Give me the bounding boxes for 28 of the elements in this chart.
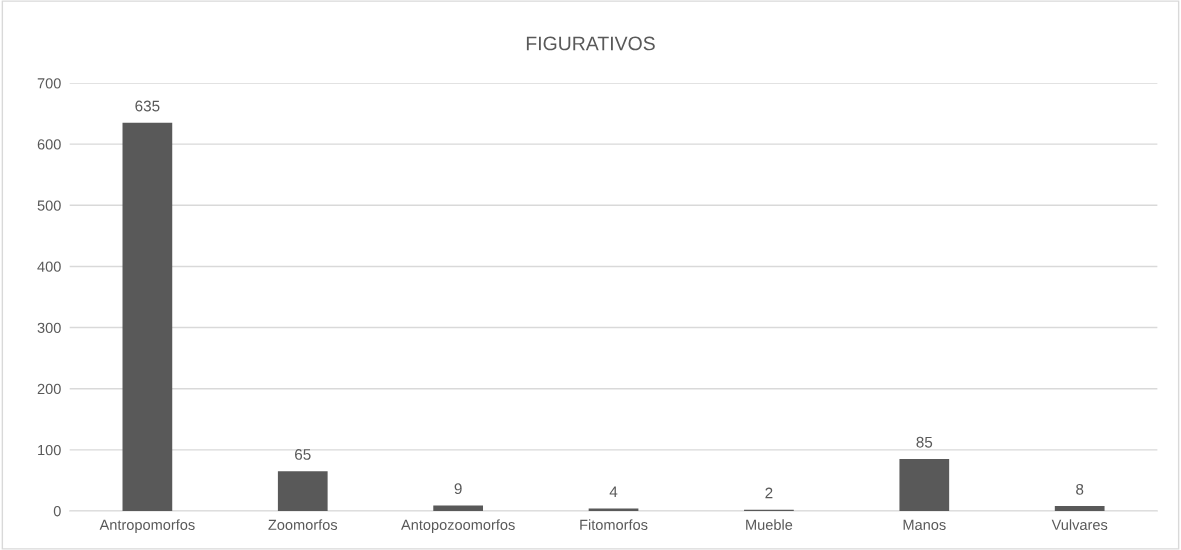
- data-label: 8: [1076, 483, 1084, 495]
- bar: [1054, 506, 1105, 511]
- data-label: 85: [916, 436, 933, 448]
- bar: [277, 471, 328, 511]
- data-label: 9: [454, 483, 462, 495]
- x-tick-label: Mueble: [746, 519, 793, 530]
- x-tick-label: Antopozoomorfos: [401, 519, 515, 533]
- y-tick-label: 700: [37, 78, 61, 89]
- bar: [122, 122, 173, 511]
- x-tick-label: Zoomorfos: [268, 519, 338, 530]
- y-tick-label: 0: [53, 506, 61, 517]
- chart-title: FIGURATIVOS: [526, 36, 655, 51]
- y-tick-label: 300: [37, 322, 61, 333]
- y-tick-label: 600: [37, 139, 61, 150]
- y-tick-label: 400: [37, 261, 61, 272]
- y-tick-label: 500: [37, 200, 61, 211]
- x-tick-label: Vulvares: [1051, 519, 1108, 530]
- y-tick-label: 100: [38, 444, 61, 456]
- data-label: 635: [135, 100, 160, 112]
- bar: [899, 458, 950, 511]
- bar: [433, 505, 484, 511]
- data-label: 2: [765, 487, 773, 499]
- x-tick-label: Manos: [903, 519, 946, 530]
- data-label: 4: [609, 486, 618, 497]
- y-tick-label: 200: [37, 383, 61, 395]
- x-tick-label: Fitomorfos: [580, 519, 648, 530]
- x-tick-label: Antropomorfos: [99, 519, 195, 533]
- data-label: 65: [295, 449, 311, 460]
